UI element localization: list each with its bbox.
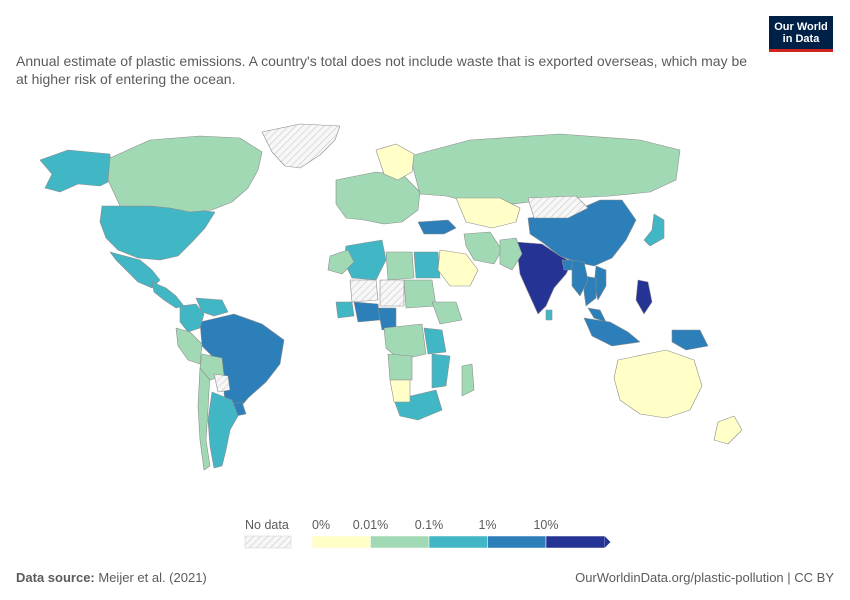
legend-swatch-1: [370, 535, 430, 549]
country-argentina[interactable]: Argentina: [207, 391, 239, 469]
country-turkey[interactable]: Turkey: [417, 219, 457, 235]
country-alaska[interactable]: Alaska: [39, 149, 113, 193]
country-peru[interactable]: Peru: [175, 327, 203, 365]
legend-no-data-swatch: [244, 535, 292, 549]
chart-subtitle: Annual estimate of plastic emissions. A …: [16, 53, 748, 87]
legend-tick-label: 0.1%: [414, 518, 444, 532]
country-saudi-arabia[interactable]: Saudi Arabia: [437, 249, 479, 287]
country-angola[interactable]: Angola: [387, 353, 413, 381]
country-namibia[interactable]: Namibia: [389, 379, 411, 403]
country-libya[interactable]: Libya: [385, 251, 415, 281]
country-mexico[interactable]: Mexico: [109, 251, 161, 289]
data-source-label: Data source:: [16, 570, 95, 585]
data-source: Data source: Meijer et al. (2021): [16, 570, 207, 585]
country-paraguay[interactable]: Paraguay: [213, 373, 231, 393]
country-papua-new-guinea[interactable]: Papua New Guinea: [671, 329, 709, 351]
legend-no-data-label: No data: [245, 518, 289, 532]
country-scandinavia[interactable]: Scandinavia: [375, 143, 415, 181]
legend-svg: [244, 535, 611, 549]
world-map-svg: PhilippinesIndiaMalaysiaChinaIndonesiaBr…: [39, 123, 743, 471]
country-mozambique[interactable]: Mozambique: [431, 353, 451, 389]
logo-line-1: Our World: [774, 20, 828, 33]
legend-tick-label: 1%: [478, 518, 497, 532]
country-canada[interactable]: Canada: [107, 135, 263, 213]
legend-arrow: [604, 536, 611, 548]
source-url-link[interactable]: OurWorldinData.org/plastic-pollution | C…: [575, 570, 834, 585]
country-thailand[interactable]: Thailand: [583, 275, 597, 307]
country-united-states[interactable]: United States: [99, 205, 216, 261]
country-australia[interactable]: Australia: [613, 349, 703, 419]
country-kazakhstan[interactable]: Kazakhstan: [455, 197, 521, 229]
country-japan[interactable]: Japan: [643, 213, 665, 247]
country-russia[interactable]: Russia: [409, 133, 681, 207]
country-cameroon[interactable]: Cameroon: [377, 307, 397, 331]
country-nigeria[interactable]: Nigeria: [353, 301, 381, 323]
country-venezuela[interactable]: Venezuela: [195, 297, 229, 317]
country-indonesia[interactable]: Indonesia: [583, 317, 641, 347]
country-greenland[interactable]: Greenland: [261, 123, 341, 169]
country-mongolia[interactable]: Mongolia: [527, 195, 589, 219]
legend: No data 0% 0.01% 0.1% 1% 10%: [240, 514, 620, 554]
country-chile[interactable]: Chile: [197, 367, 211, 471]
country-india[interactable]: India: [515, 241, 573, 315]
logo-line-2: in Data: [782, 32, 820, 45]
country-new-zealand[interactable]: New Zealand: [713, 415, 743, 445]
legend-tick-label: 10%: [533, 518, 559, 532]
country-pakistan[interactable]: Pakistan: [499, 237, 523, 271]
country-ethiopia[interactable]: Ethiopia: [431, 301, 463, 325]
world-map: PhilippinesIndiaMalaysiaChinaIndonesiaBr…: [0, 110, 850, 490]
country-ghana[interactable]: Ghana: [335, 301, 355, 319]
data-source-text: Meijer et al. (2021): [98, 570, 207, 585]
country-madagascar[interactable]: Madagascar: [461, 363, 475, 397]
country-sri-lanka[interactable]: Sri Lanka: [545, 309, 553, 321]
legend-swatch-0: [311, 535, 371, 549]
country-morocco[interactable]: Morocco: [327, 249, 355, 275]
country-tanzania[interactable]: Tanzania: [423, 327, 447, 355]
country-egypt[interactable]: Egypt: [413, 251, 441, 279]
country-sudan[interactable]: Sudan: [403, 279, 437, 309]
owid-logo[interactable]: Our World in Data: [769, 16, 833, 52]
legend-tick-label: 0%: [312, 518, 331, 532]
country-dr-congo[interactable]: DR Congo: [383, 323, 427, 361]
legend-tick-label: 0.01%: [352, 518, 389, 532]
country-myanmar[interactable]: Myanmar: [571, 259, 589, 297]
country-central-america[interactable]: Central America: [151, 281, 185, 309]
country-philippines[interactable]: Philippines: [635, 279, 653, 315]
country-iran[interactable]: Iran: [463, 231, 503, 265]
country-chad[interactable]: Chad: [379, 279, 405, 307]
country-colombia[interactable]: Colombia: [179, 303, 205, 333]
legend-swatch-3: [487, 535, 547, 549]
country-europe[interactable]: Europe: [335, 171, 421, 225]
country-mali[interactable]: Mali: [349, 279, 379, 303]
legend-swatch-4: [545, 535, 605, 549]
legend-swatch-2: [428, 535, 488, 549]
